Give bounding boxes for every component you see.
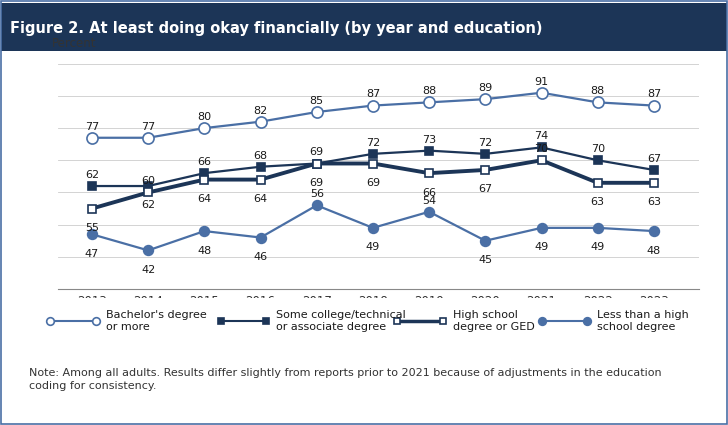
Text: 73: 73 xyxy=(422,135,436,144)
Text: 67: 67 xyxy=(647,154,661,164)
Text: 88: 88 xyxy=(422,86,436,96)
Text: High school
degree or GED: High school degree or GED xyxy=(454,310,535,332)
Text: 87: 87 xyxy=(646,90,661,99)
Text: 48: 48 xyxy=(197,246,211,255)
Text: Some college/technical
or associate degree: Some college/technical or associate degr… xyxy=(277,310,406,332)
Text: 66: 66 xyxy=(197,157,211,167)
Text: Less than a high
school degree: Less than a high school degree xyxy=(598,310,689,332)
Text: 62: 62 xyxy=(85,170,99,180)
Text: 46: 46 xyxy=(253,252,268,262)
Text: 49: 49 xyxy=(534,242,549,252)
Text: 72: 72 xyxy=(478,138,492,148)
Text: 89: 89 xyxy=(478,83,492,93)
Text: 48: 48 xyxy=(646,246,661,255)
Text: 85: 85 xyxy=(309,96,324,106)
Text: 72: 72 xyxy=(365,138,380,148)
Text: 64: 64 xyxy=(197,194,211,204)
Text: 49: 49 xyxy=(365,242,380,252)
Text: 67: 67 xyxy=(478,184,492,194)
Text: 87: 87 xyxy=(365,90,380,99)
Text: 74: 74 xyxy=(534,131,549,141)
Text: 69: 69 xyxy=(366,178,380,188)
Text: 88: 88 xyxy=(590,86,605,96)
Text: 64: 64 xyxy=(253,194,268,204)
Text: 63: 63 xyxy=(647,197,661,207)
Text: 60: 60 xyxy=(141,176,155,186)
Text: 66: 66 xyxy=(422,187,436,198)
Text: 55: 55 xyxy=(85,223,99,233)
Text: 47: 47 xyxy=(85,249,99,259)
Text: 77: 77 xyxy=(85,122,99,132)
Text: 69: 69 xyxy=(309,147,324,157)
Text: 54: 54 xyxy=(422,196,436,206)
Text: Percent: Percent xyxy=(52,37,96,50)
Text: Bachelor's degree
or more: Bachelor's degree or more xyxy=(106,310,207,332)
Text: 69: 69 xyxy=(309,178,324,188)
Text: Figure 2. At least doing okay financially (by year and education): Figure 2. At least doing okay financiall… xyxy=(10,21,542,36)
Text: 82: 82 xyxy=(253,105,268,116)
Text: 62: 62 xyxy=(141,201,155,210)
Text: 56: 56 xyxy=(309,189,324,199)
Text: 49: 49 xyxy=(590,242,605,252)
Text: 63: 63 xyxy=(590,197,605,207)
Text: 80: 80 xyxy=(197,112,211,122)
Text: 70: 70 xyxy=(534,144,549,154)
Text: 42: 42 xyxy=(141,265,155,275)
Text: 70: 70 xyxy=(590,144,605,154)
Text: 77: 77 xyxy=(141,122,155,132)
Text: 68: 68 xyxy=(253,150,268,161)
Text: 45: 45 xyxy=(478,255,492,265)
Text: 91: 91 xyxy=(534,76,549,87)
Text: Note: Among all adults. Results differ slightly from reports prior to 2021 becau: Note: Among all adults. Results differ s… xyxy=(29,368,662,391)
